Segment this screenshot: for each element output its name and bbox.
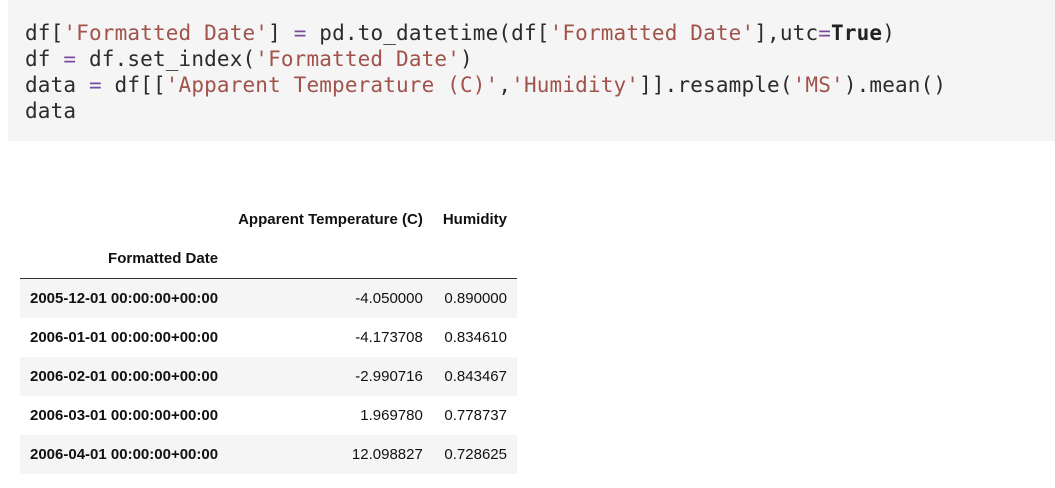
output-area: Apparent Temperature (C) Humidity Format… [20, 200, 517, 474]
column-header-humidity: Humidity [442, 210, 507, 228]
row-index: 2005-12-01 00:00:00+00:00 [30, 290, 219, 307]
table-row: 2006-04-01 00:00:00+00:00 12.098827 0.72… [20, 435, 517, 474]
temperature-cell: -2.990716 [355, 368, 423, 385]
code-line-3: data = df[['Apparent Temperature (C)','H… [25, 73, 947, 97]
index-header-row: Formatted Date [20, 238, 517, 279]
humidity-cell: 0.728625 [444, 446, 507, 463]
empty-header-cell [433, 238, 517, 279]
temperature-cell: 12.098827 [351, 446, 423, 463]
humidity-cell: 0.843467 [444, 368, 507, 385]
row-index: 2006-03-01 00:00:00+00:00 [30, 407, 219, 424]
table-row: 2006-01-01 00:00:00+00:00 -4.173708 0.83… [20, 318, 517, 357]
humidity-cell: 0.834610 [444, 329, 507, 346]
code-cell[interactable]: df['Formatted Date'] = pd.to_datetime(df… [8, 0, 1055, 141]
temperature-cell: -4.050000 [355, 290, 423, 307]
empty-header-cell [228, 238, 433, 279]
index-name: Formatted Date [108, 249, 219, 267]
humidity-cell: 0.778737 [444, 407, 507, 424]
row-index: 2006-04-01 00:00:00+00:00 [30, 446, 219, 463]
table-row: 2005-12-01 00:00:00+00:00 -4.050000 0.89… [20, 278, 517, 318]
temperature-cell: 1.969780 [360, 407, 423, 424]
row-index: 2006-02-01 00:00:00+00:00 [30, 368, 219, 385]
table-row: 2006-02-01 00:00:00+00:00 -2.990716 0.84… [20, 357, 517, 396]
code-line-2: df = df.set_index('Formatted Date') [25, 47, 473, 71]
code-line-4: data [25, 99, 77, 123]
column-header-temperature: Apparent Temperature (C) [238, 210, 423, 228]
humidity-cell: 0.890000 [444, 290, 507, 307]
corner-cell [20, 200, 228, 238]
code-line-1: df['Formatted Date'] = pd.to_datetime(df… [25, 21, 896, 45]
table-row: 2006-03-01 00:00:00+00:00 1.969780 0.778… [20, 396, 517, 435]
dataframe-table: Apparent Temperature (C) Humidity Format… [20, 200, 517, 474]
temperature-cell: -4.173708 [355, 329, 423, 346]
column-header-row: Apparent Temperature (C) Humidity [20, 200, 517, 238]
row-index: 2006-01-01 00:00:00+00:00 [30, 329, 219, 346]
